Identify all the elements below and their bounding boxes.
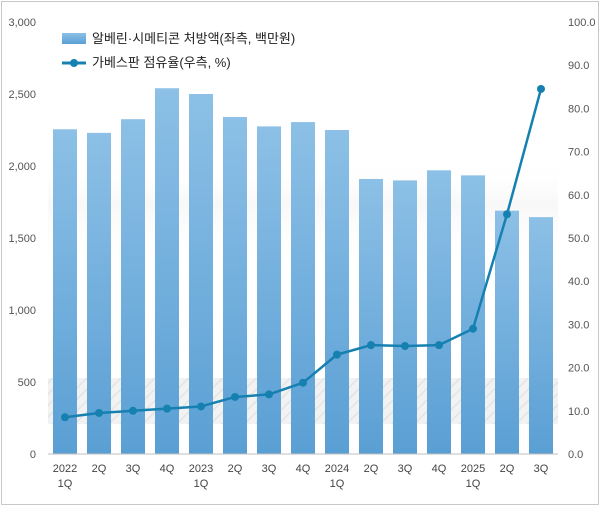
right-axis-tick-label: 70.0 bbox=[568, 147, 589, 159]
right-axis-tick-label: 0.0 bbox=[568, 449, 583, 461]
right-axis-tick-label: 20.0 bbox=[568, 363, 589, 375]
x-axis-tick-label: 2Q bbox=[364, 463, 379, 475]
share-point bbox=[163, 404, 171, 413]
share-point bbox=[435, 341, 443, 350]
bar bbox=[325, 130, 349, 454]
share-point bbox=[299, 378, 307, 387]
bar bbox=[495, 210, 519, 454]
left-axis-tick-label: 1,500 bbox=[8, 233, 36, 245]
bar bbox=[359, 178, 383, 454]
left-axis: 0 500 1,000 1,500 2,000 2,500 3,000 bbox=[8, 17, 36, 461]
x-axis-tick-label: 2024 bbox=[325, 463, 349, 475]
x-axis-tick-label: 3Q bbox=[398, 463, 413, 475]
x-axis-tick-label: 2025 bbox=[461, 463, 485, 475]
right-axis-tick-label: 90.0 bbox=[568, 60, 589, 72]
x-axis-tick-label: 1Q bbox=[58, 478, 73, 490]
left-axis-tick-label: 2,500 bbox=[8, 89, 36, 101]
x-axis-tick-label: 4Q bbox=[296, 463, 311, 475]
bar bbox=[427, 170, 451, 454]
right-axis-tick-label: 80.0 bbox=[568, 103, 589, 115]
left-axis-tick-label: 1,000 bbox=[8, 305, 36, 317]
bar bbox=[257, 126, 281, 455]
bar bbox=[87, 132, 111, 454]
bar bbox=[53, 129, 77, 454]
x-axis-tick-label: 3Q bbox=[126, 463, 141, 475]
legend-bar-label: 알베린·시메티콘 처방액(좌측, 백만원) bbox=[92, 31, 295, 46]
share-point bbox=[503, 210, 511, 219]
share-point bbox=[197, 402, 205, 411]
x-axis-tick-label: 1Q bbox=[330, 478, 345, 490]
left-axis-tick-label: 500 bbox=[18, 377, 36, 389]
x-axis-tick-label: 4Q bbox=[432, 463, 447, 475]
bar bbox=[189, 94, 213, 454]
bar bbox=[223, 117, 247, 454]
right-axis: 0.0 10.0 20.0 30.0 40.0 50.0 60.0 70.0 80.0 90.0 1… bbox=[568, 17, 596, 461]
share-point bbox=[129, 406, 137, 415]
x-axis-tick-label: 2Q bbox=[92, 463, 107, 475]
x-axis-tick-label: 2Q bbox=[228, 463, 243, 475]
x-axis-tick-label: 2022 bbox=[53, 463, 77, 475]
left-axis-tick-label: 3,000 bbox=[8, 17, 36, 29]
right-axis-tick-label: 10.0 bbox=[568, 406, 589, 418]
share-point bbox=[61, 413, 69, 422]
right-axis-tick-label: 60.0 bbox=[568, 190, 589, 202]
x-axis-tick-label: 3Q bbox=[534, 463, 549, 475]
bar bbox=[155, 88, 179, 455]
share-point bbox=[231, 392, 239, 401]
bar bbox=[121, 119, 145, 454]
legend: 알베린·시메티콘 처방액(좌측, 백만원) 가베스판 점유율(우측, %) bbox=[62, 31, 295, 70]
line-series bbox=[61, 84, 545, 422]
x-axis-tick-label: 1Q bbox=[466, 478, 481, 490]
bar bbox=[393, 180, 417, 454]
share-point bbox=[265, 390, 273, 399]
bar bbox=[461, 175, 485, 455]
bar bbox=[529, 217, 553, 454]
share-point bbox=[401, 342, 409, 350]
legend-line-marker bbox=[70, 59, 78, 67]
share-point bbox=[367, 341, 375, 350]
right-axis-tick-label: 100.0 bbox=[568, 17, 596, 29]
x-axis-tick-label: 2023 bbox=[189, 463, 213, 475]
left-axis-tick-label: 0 bbox=[30, 449, 36, 461]
legend-line-label: 가베스판 점유율(우측, %) bbox=[92, 55, 231, 70]
share-point bbox=[333, 350, 341, 359]
x-axis: 2022 1Q 2Q 3Q 4Q 2023 1Q 2Q 3Q 4Q 2024 1Q 2Q 3Q 4Q 2025… bbox=[48, 453, 558, 490]
x-axis-tick-label: 4Q bbox=[160, 463, 175, 475]
share-point bbox=[469, 324, 477, 333]
left-axis-tick-label: 2,000 bbox=[8, 161, 36, 173]
bar bbox=[291, 122, 315, 454]
right-axis-tick-label: 50.0 bbox=[568, 233, 589, 245]
bar-series bbox=[53, 88, 553, 455]
x-axis-tick-label: 3Q bbox=[262, 463, 277, 475]
right-axis-tick-label: 30.0 bbox=[568, 319, 589, 331]
share-point bbox=[537, 84, 545, 93]
legend-bar-swatch bbox=[62, 33, 86, 44]
right-axis-tick-label: 40.0 bbox=[568, 276, 589, 288]
x-axis-tick-label: 2Q bbox=[500, 463, 515, 475]
share-point bbox=[95, 408, 103, 417]
x-axis-tick-label: 1Q bbox=[194, 478, 209, 490]
